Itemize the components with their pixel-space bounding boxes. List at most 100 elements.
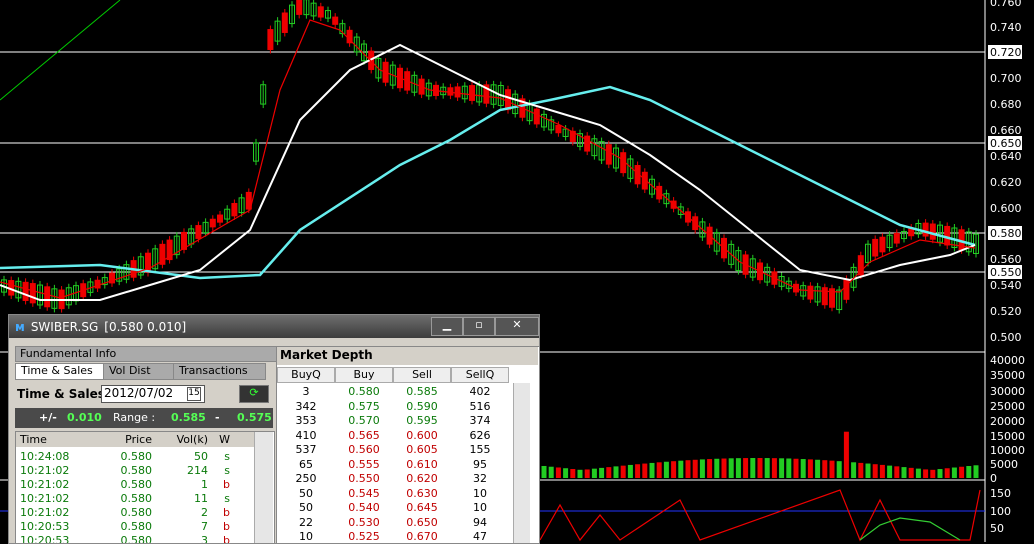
trade-row: 10:21:02 0.580 11 s <box>16 492 254 506</box>
candle-body <box>238 197 245 214</box>
panel-heading: Time & Sales <box>17 387 105 401</box>
volume-bar <box>951 467 957 478</box>
candle-body <box>231 202 238 217</box>
volume-bar <box>894 466 900 478</box>
candle-body <box>195 225 202 239</box>
tab[interactable]: Vol Dist <box>103 363 174 380</box>
trade-cell: s <box>224 464 230 477</box>
volume-bar <box>707 459 713 478</box>
candle-body <box>116 268 123 282</box>
close-button[interactable]: ✕ <box>495 317 539 336</box>
candle-body <box>677 206 684 215</box>
date-button[interactable]: 15 <box>187 387 201 401</box>
candle-body <box>886 234 893 249</box>
table-header[interactable]: Time Price Vol(k) W <box>16 432 254 447</box>
volume-bar <box>699 459 705 478</box>
candle-body <box>807 285 814 300</box>
depth-cell: 0.610 <box>406 457 438 471</box>
depth-cell: 94 <box>473 515 487 529</box>
candle-body <box>469 85 475 101</box>
depth-cell: 50 <box>299 486 313 500</box>
depth-cell: 32 <box>473 472 487 485</box>
candle-body <box>649 178 655 195</box>
panel-title: Market Depth <box>277 347 538 365</box>
candle-body <box>483 84 490 104</box>
volume-bar <box>541 465 547 478</box>
scrollbar <box>254 432 273 543</box>
trade-cell: b <box>223 506 230 519</box>
minimize-button[interactable]: ▁ <box>431 317 463 336</box>
volume-bar <box>714 458 720 478</box>
candle-body <box>577 133 583 147</box>
volume-label: 25000 <box>990 400 1025 413</box>
volume-label: 20000 <box>990 415 1025 428</box>
candle-body <box>101 277 108 286</box>
candle-body <box>137 256 144 276</box>
candle-body <box>317 6 324 18</box>
refresh-button[interactable]: ⟳ <box>239 385 269 403</box>
depth-cell: 250 <box>295 472 317 485</box>
candle-body <box>749 258 756 278</box>
candle-body <box>166 239 173 261</box>
volume-bar <box>879 464 885 478</box>
price-label: 0.760 <box>990 0 1022 9</box>
trade-cell: 50 <box>194 450 208 463</box>
candle-body <box>562 128 569 138</box>
depth-cell: 0.670 <box>406 530 438 543</box>
trade-cell: 10:24:08 <box>20 450 70 463</box>
candle-body <box>325 10 331 19</box>
volume-bar <box>570 469 576 478</box>
depth-cell: 95 <box>473 457 487 471</box>
range-sep: - <box>215 411 220 424</box>
tab[interactable]: Time & Sales <box>15 363 104 380</box>
candle-body <box>505 89 511 111</box>
candle-body <box>339 23 346 35</box>
column-header: Sell <box>393 367 451 383</box>
depth-cell: 0.590 <box>406 399 438 413</box>
depth-cell: 0.645 <box>406 501 438 514</box>
candle-body <box>217 214 223 223</box>
depth-row: 50 0.540 0.645 10 <box>277 501 511 515</box>
window-title: SWIBER.SG <box>30 319 99 334</box>
trade-cell: b <box>223 520 230 533</box>
depth-cell: 0.540 <box>348 501 380 514</box>
depth-cell: 402 <box>469 385 491 398</box>
candle-body <box>411 74 418 93</box>
candle-body <box>555 124 562 134</box>
tab[interactable]: Transactions <box>173 363 266 380</box>
depth-cell: 0.570 <box>348 414 380 427</box>
maximize-button[interactable]: ▫ <box>463 317 495 336</box>
depth-cell: 47 <box>473 530 487 543</box>
volume-bar <box>779 458 785 478</box>
volume-bar <box>851 462 857 478</box>
trade-row: 10:21:02 0.580 2 b <box>16 506 254 520</box>
trades-table[interactable]: Time Price Vol(k) W 10:24:08 0.580 50 s 10:21:02… <box>15 431 275 544</box>
window[interactable]: ᴍ SWIBER.SG [0.580 0.010] ▁ ▫ ✕ Fundamenta… <box>8 314 540 544</box>
summary-bar: +/- 0.010 Range : 0.585- 0.575 <box>15 408 273 428</box>
change-label: +/- <box>39 411 57 424</box>
volume-bar <box>692 459 698 478</box>
candle-body <box>202 221 209 234</box>
volume-bar <box>858 462 864 478</box>
trade-cell: 10:21:02 <box>20 506 70 519</box>
depth-cell: 353 <box>295 414 317 427</box>
candle-body <box>361 43 367 62</box>
app-icon: ᴍ <box>15 319 25 334</box>
depth-cell: 0.530 <box>348 515 380 529</box>
trade-cell: s <box>224 492 230 505</box>
volume-bar <box>663 461 669 478</box>
oscillator-label: 50 <box>990 522 1004 535</box>
volume-bar <box>685 460 691 478</box>
trade-row: 10:20:53 0.580 3 b <box>16 534 254 544</box>
candle-body <box>454 86 461 98</box>
volume-bar <box>872 464 878 478</box>
price-label: 0.640 <box>990 150 1022 163</box>
trade-cell: 10:20:53 <box>20 534 70 544</box>
price-label: 0.500 <box>990 331 1022 344</box>
candle-body <box>447 87 454 96</box>
depth-cell: 10 <box>473 501 487 514</box>
candle-body <box>37 284 43 306</box>
volume-bar <box>937 469 943 478</box>
volume-bar <box>627 464 633 478</box>
